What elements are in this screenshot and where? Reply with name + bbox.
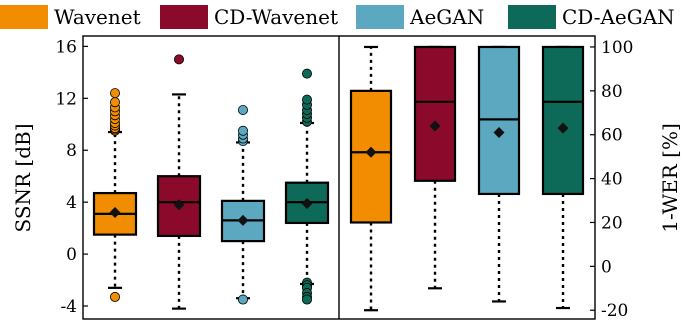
legend-label-wavenet: Wavenet bbox=[54, 5, 141, 29]
outlier-point-aegan bbox=[237, 294, 248, 305]
legend-swatch-wavenet bbox=[0, 5, 48, 29]
left-y-tick-label: 0 bbox=[66, 245, 77, 265]
mean-marker-cd-wavenet bbox=[173, 199, 185, 211]
mean-marker-wavenet bbox=[365, 146, 377, 158]
iqr-box-cd-wavenet bbox=[413, 45, 457, 182]
right-y-tick-label: 20 bbox=[601, 213, 623, 233]
right-y-tick-label: 100 bbox=[601, 38, 633, 58]
mean-marker-cd-wavenet bbox=[429, 120, 441, 132]
right-y-tick-label: 80 bbox=[601, 82, 623, 102]
right-y-tick-label: 60 bbox=[601, 126, 623, 146]
right-panel-boxes bbox=[349, 45, 585, 312]
left-y-axis-label: SSNR [dB] bbox=[11, 123, 35, 232]
iqr-box-cd-aegan bbox=[541, 45, 585, 196]
outlier-point-cd-wavenet bbox=[173, 54, 184, 65]
mean-marker-cd-aegan bbox=[301, 197, 313, 209]
mean-marker-aegan bbox=[237, 214, 249, 226]
outlier-point-cd-aegan bbox=[301, 294, 312, 305]
box-aegan bbox=[220, 104, 266, 305]
left-y-tick-label: 8 bbox=[66, 141, 77, 161]
outlier-point-wavenet bbox=[110, 88, 121, 99]
left-y-tick-label: -4 bbox=[60, 297, 77, 317]
legend-label-aegan: AeGAN bbox=[409, 5, 484, 29]
mean-marker-wavenet bbox=[109, 207, 121, 219]
outlier-point-cd-aegan bbox=[301, 94, 312, 105]
box-cd-aegan bbox=[284, 68, 330, 305]
box-wavenet bbox=[349, 45, 393, 312]
left-y-tick-label: 12 bbox=[55, 89, 77, 109]
iqr-box-cd-wavenet bbox=[156, 175, 202, 238]
outlier-point-aegan bbox=[237, 125, 248, 136]
legend-label-cd-wavenet: CD-Wavenet bbox=[214, 5, 338, 29]
box-cd-wavenet bbox=[156, 54, 202, 310]
outlier-point-wavenet bbox=[110, 97, 121, 108]
box-aegan bbox=[477, 45, 521, 303]
left-y-axis: -4 0 4 8 12 16 bbox=[55, 37, 88, 317]
box-cd-wavenet bbox=[413, 45, 457, 290]
left-y-tick-label: 4 bbox=[66, 193, 77, 213]
legend-swatch-cd-wavenet bbox=[160, 5, 208, 29]
outlier-point-aegan bbox=[237, 104, 248, 115]
right-y-axis: -20 0 20 40 60 80 100 bbox=[590, 38, 633, 320]
legend-swatch-cd-aegan bbox=[508, 5, 556, 29]
mean-marker-cd-aegan bbox=[557, 122, 569, 134]
outlier-point-cd-aegan bbox=[301, 68, 312, 79]
right-y-tick-label: 0 bbox=[601, 257, 612, 277]
box-wavenet bbox=[92, 88, 138, 302]
left-panel-boxes bbox=[92, 54, 330, 310]
mean-marker-aegan bbox=[493, 127, 505, 139]
legend-label-cd-aegan: CD-AeGAN bbox=[562, 5, 675, 29]
legend: Wavenet CD-Wavenet AeGAN CD-AeGAN bbox=[0, 5, 675, 29]
legend-swatch-aegan bbox=[356, 5, 404, 29]
box-cd-aegan bbox=[541, 45, 585, 310]
outlier-point-wavenet bbox=[110, 291, 121, 302]
left-y-tick-label: 16 bbox=[55, 37, 77, 57]
right-y-tick-label: 40 bbox=[601, 170, 623, 190]
right-y-axis-label: 1-WER [%] bbox=[658, 123, 682, 233]
right-y-tick-label: -20 bbox=[601, 301, 628, 320]
